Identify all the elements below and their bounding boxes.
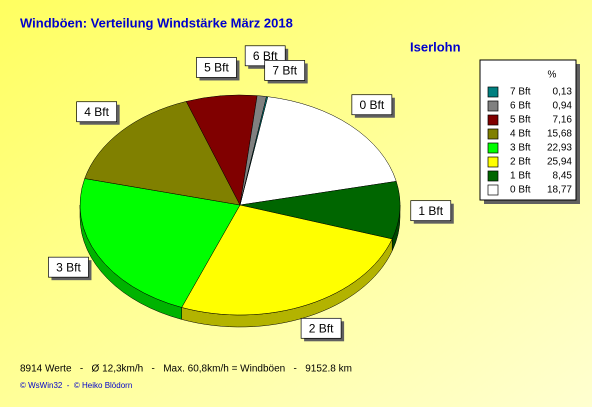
slice-label: 7 Bft	[272, 64, 297, 78]
slice	[181, 204, 393, 316]
legend-value: 15,68	[547, 129, 572, 140]
legend-swatch	[487, 156, 499, 168]
legend-label: 1 Bft	[510, 171, 531, 182]
legend-swatch	[487, 86, 499, 98]
chart-subtitle: Iserlohn	[410, 39, 461, 54]
slice-label: 1 Bft	[418, 204, 443, 218]
footer-stats: 8914 Werte - Ø 12,3km/h - Max. 60,8km/h …	[20, 364, 352, 375]
legend-swatch	[487, 128, 499, 140]
slice	[79, 178, 241, 308]
slice	[239, 181, 401, 240]
slice-label: 4 Bft	[84, 105, 109, 119]
legend-label: 0 Bft	[510, 185, 531, 196]
legend-label: 7 Bft	[510, 87, 531, 98]
label-box	[351, 94, 393, 116]
legend-value: 0,94	[553, 101, 573, 112]
legend-value: 0,13	[553, 87, 573, 98]
label-box	[196, 57, 237, 78]
label-box	[264, 60, 306, 81]
legend-header: %	[548, 70, 557, 81]
slice-label: 0 Bft	[360, 98, 385, 112]
legend-swatch	[487, 184, 499, 196]
legend-swatch	[487, 114, 499, 126]
legend-label: 3 Bft	[510, 143, 531, 154]
legend-value: 8,45	[553, 171, 573, 182]
legend-value: 22,93	[547, 143, 572, 154]
slice-label: 2 Bft	[309, 321, 334, 335]
legend-swatch	[487, 142, 499, 154]
label-box	[300, 317, 342, 339]
label-box	[48, 256, 89, 278]
slice	[239, 96, 269, 206]
label-box	[76, 101, 117, 123]
chart-title: Windböen: Verteilung Windstärke März 201…	[20, 15, 293, 30]
footer-copyright: © WsWin32 - © Heiko Blödorn	[20, 381, 132, 390]
legend-swatch	[487, 170, 499, 182]
legend-value: 18,77	[547, 185, 572, 196]
legend-label: 6 Bft	[510, 101, 531, 112]
slice-label: 3 Bft	[56, 260, 81, 274]
legend-swatch	[487, 100, 499, 112]
slice	[239, 96, 397, 206]
legend-label: 5 Bft	[510, 115, 531, 126]
slice-label: 6 Bft	[253, 49, 278, 63]
legend-label: 4 Bft	[510, 129, 531, 140]
legend-label: 2 Bft	[510, 157, 531, 168]
legend-value: 25,94	[547, 157, 572, 168]
legend-value: 7,16	[553, 115, 573, 126]
label-box	[410, 200, 452, 222]
slice-label: 5 Bft	[204, 61, 229, 75]
slice	[84, 101, 241, 206]
